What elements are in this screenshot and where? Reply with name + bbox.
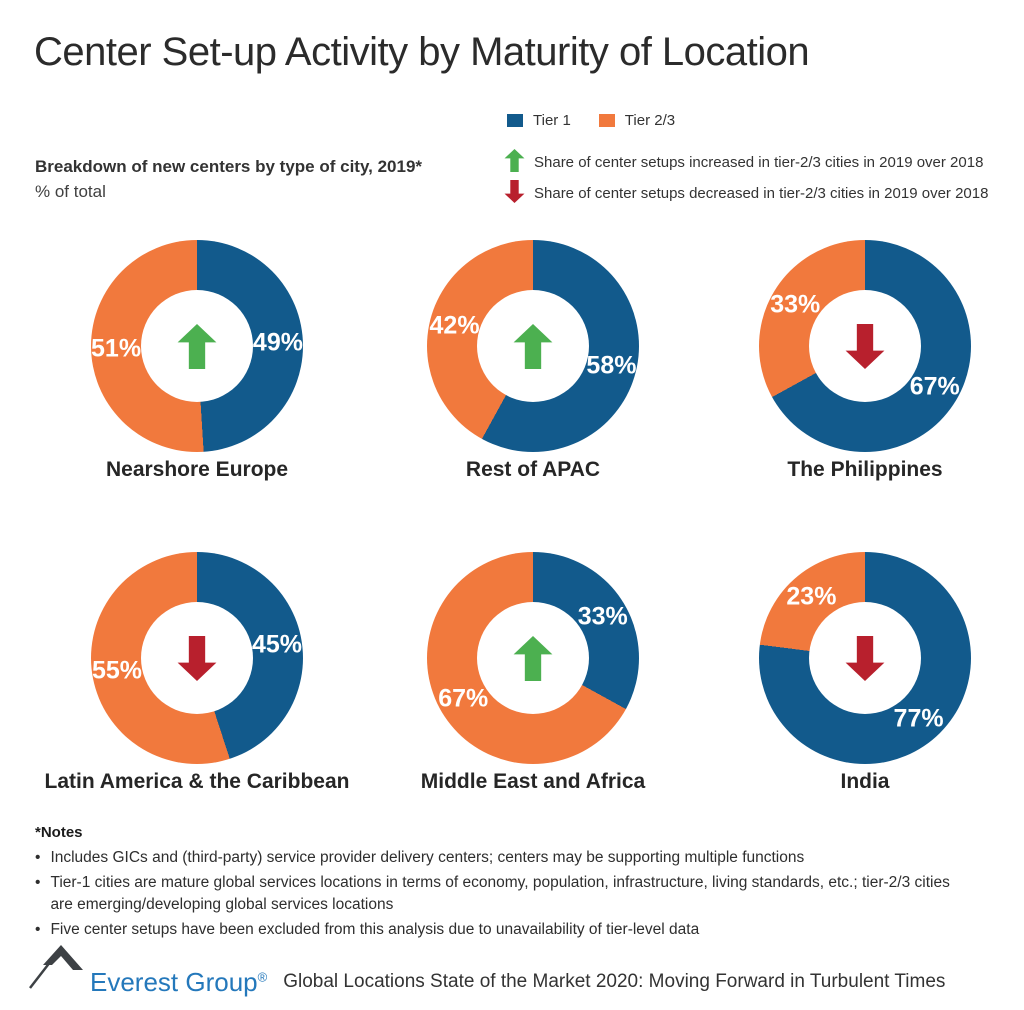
donut-title: The Philippines <box>787 458 943 481</box>
note-item: • Tier-1 cities are mature global servic… <box>35 872 953 916</box>
increase-note-text: Share of center setups increased in tier… <box>534 154 984 171</box>
down-arrow-icon <box>845 323 885 369</box>
tier23-percent-label: 67% <box>438 684 489 713</box>
notes-heading: *Notes <box>35 824 83 841</box>
chart-subtitle: Breakdown of new centers by type of city… <box>35 157 422 202</box>
bullet-icon: • <box>35 849 41 866</box>
up-arrow-icon <box>513 323 553 369</box>
donut-chart: 58% 42% <box>427 240 639 452</box>
increase-legend-row: Share of center setups increased in tier… <box>504 147 988 178</box>
donut-title: Middle East and Africa <box>420 770 646 793</box>
everest-logo-mountain-icon <box>28 940 86 997</box>
page-title: Center Set-up Activity by Maturity of Lo… <box>34 30 810 74</box>
up-arrow-icon <box>177 323 217 369</box>
bullet-icon: • <box>35 874 41 891</box>
down-arrow-icon <box>504 178 525 210</box>
donut-chart: 77% 23% <box>759 552 971 764</box>
donut-hole <box>141 602 253 714</box>
donut-hole <box>809 290 921 402</box>
legend: Tier 1 Tier 2/3 <box>507 112 693 129</box>
notes-section: *Notes • Includes GICs and (third-party)… <box>35 824 953 944</box>
note-text: Includes GICs and (third-party) service … <box>50 849 805 866</box>
down-arrow-icon <box>504 179 525 203</box>
down-arrow-icon <box>845 635 885 681</box>
decrease-note-text: Share of center setups decreased in tier… <box>534 185 989 202</box>
donut-hole <box>477 602 589 714</box>
tier23-percent-label: 51% <box>91 334 142 363</box>
tier23-percent-label: 55% <box>91 656 143 685</box>
notes-list: • Includes GICs and (third-party) servic… <box>35 847 953 941</box>
tier1-legend-label: Tier 1 <box>533 112 571 129</box>
note-text: Tier-1 cities are mature global services… <box>50 874 950 913</box>
donut-chart: 33% 67% <box>427 552 639 764</box>
footer-caption: Global Locations State of the Market 202… <box>283 971 946 992</box>
up-arrow-icon <box>504 147 525 179</box>
bullet-icon: • <box>35 921 41 938</box>
donut-chart: 67% 33% <box>759 240 971 452</box>
tier23-percent-label: 42% <box>429 311 480 340</box>
donut-title: Latin America & the Caribbean <box>44 770 350 793</box>
tier23-percent-label: 23% <box>786 582 837 611</box>
tier1-percent-label: 33% <box>577 602 628 631</box>
chart-subtitle-heading: Breakdown of new centers by type of city… <box>35 157 423 176</box>
note-item: • Includes GICs and (third-party) servic… <box>35 847 953 869</box>
note-item: • Five center setups have been excluded … <box>35 919 953 941</box>
donut-hole <box>477 290 589 402</box>
up-arrow-icon <box>504 148 525 172</box>
tier1-percent-label: 67% <box>909 372 960 401</box>
everest-group-logo-text: Everest Group® <box>90 967 268 997</box>
down-arrow-icon <box>177 635 217 681</box>
footer: Everest Group® Global Locations State of… <box>28 940 945 997</box>
tier1-percent-label: 77% <box>893 704 944 733</box>
donut-title: Nearshore Europe <box>105 458 289 481</box>
tier1-percent-label: 45% <box>251 630 303 659</box>
donut-hole <box>809 602 921 714</box>
note-text: Five center setups have been excluded fr… <box>50 921 700 938</box>
donut-chart: 49% 51% <box>91 240 303 452</box>
tier23-swatch-icon <box>598 114 615 127</box>
donut-hole <box>141 290 253 402</box>
decrease-legend-row: Share of center setups decreased in tier… <box>504 178 988 209</box>
registered-mark: ® <box>257 969 268 985</box>
tier23-legend-label: Tier 2/3 <box>624 112 676 129</box>
tier1-percent-label: 49% <box>252 328 303 357</box>
chart-subtitle-unit: % of total <box>35 182 106 201</box>
donut-title: Rest of APAC <box>465 458 601 481</box>
up-arrow-icon <box>513 635 553 681</box>
tier23-percent-label: 33% <box>770 290 821 319</box>
legend-arrow-notes: Share of center setups increased in tier… <box>504 147 988 209</box>
tier1-swatch-icon <box>507 114 523 127</box>
donut-title: India <box>840 770 890 793</box>
donut-chart: 45% 55% <box>91 552 303 764</box>
tier1-percent-label: 58% <box>586 351 637 380</box>
